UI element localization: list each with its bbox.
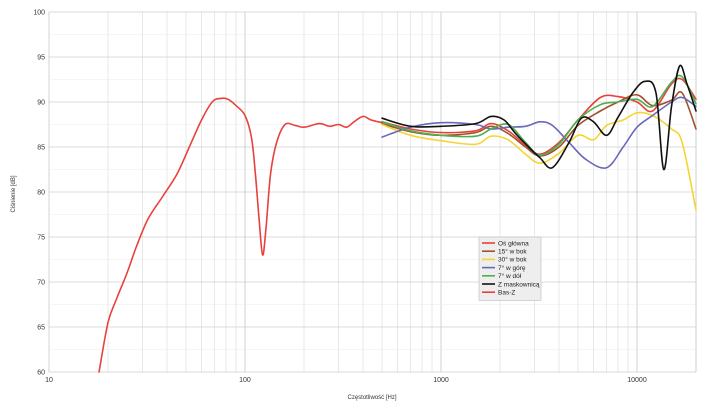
series-lines — [98, 64, 697, 373]
legend-entry: 30° w bok — [498, 256, 527, 264]
y-axis-label: Ciśnienie [dB] — [11, 175, 17, 212]
x-tick-label: 100 — [239, 377, 251, 384]
y-tick-labels: 60 65 70 75 80 85 90 95 100 — [33, 10, 45, 377]
y-tick-label: 60 — [37, 370, 45, 377]
x-tick-label: 1000 — [433, 377, 449, 384]
y-tick-label: 90 — [37, 100, 45, 107]
y-tick-label: 95 — [37, 55, 45, 62]
y-tick-label: 85 — [37, 145, 45, 152]
legend-entry: 15° w bok — [498, 248, 527, 256]
y-tick-label: 65 — [37, 325, 45, 332]
series-line-4 — [381, 74, 697, 156]
x-axis-label: Częstotliwość [Hz] — [347, 395, 396, 401]
legend-entry: Bas-Z — [498, 290, 515, 297]
grid — [48, 11, 697, 373]
x-tick-labels: 10 100 1000 10000 — [45, 377, 647, 384]
series-line-6 — [98, 97, 383, 373]
x-tick-label: 10 — [45, 377, 53, 384]
legend-entry: 7° w górę — [498, 264, 526, 272]
x-tick-label: 10000 — [627, 377, 647, 384]
legend-entry: 7° w dół — [498, 272, 522, 280]
y-tick-label: 75 — [37, 235, 45, 242]
series-line-5 — [381, 64, 697, 171]
y-tick-label: 70 — [37, 280, 45, 287]
y-tick-label: 100 — [33, 10, 45, 17]
legend-box — [478, 236, 542, 301]
y-tick-label: 80 — [37, 190, 45, 197]
legend-entry: Oś główna — [498, 240, 529, 247]
legend-entry: Z maskownicą — [498, 281, 540, 288]
